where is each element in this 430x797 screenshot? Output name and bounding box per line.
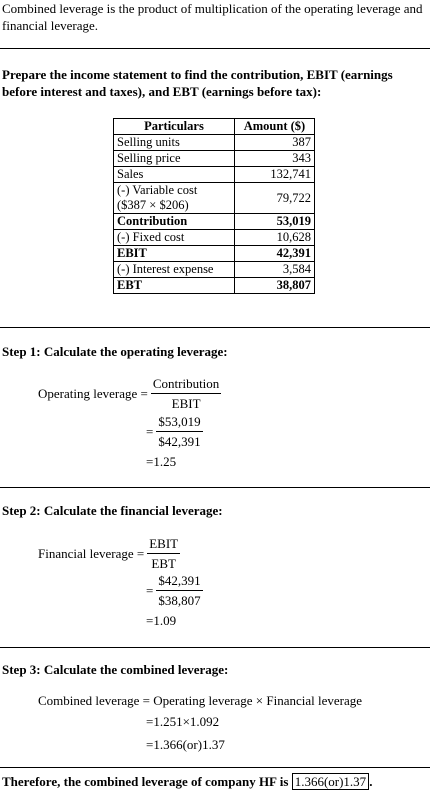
- denominator: EBIT: [171, 396, 201, 411]
- amount-cell: 343: [233, 150, 316, 167]
- row-label: (-) Variable cost: [117, 183, 198, 197]
- row-note: ($387 × $206): [117, 198, 189, 212]
- row-label: EBT: [117, 278, 143, 292]
- divider: [0, 647, 430, 648]
- table-row: Sales 132,741: [113, 166, 316, 183]
- row-label: Contribution: [117, 214, 188, 228]
- denominator: $42,391: [158, 434, 201, 449]
- label-cell: EBIT: [113, 245, 235, 262]
- denominator: EBT: [151, 556, 176, 571]
- fraction: EBIT EBT: [147, 536, 181, 572]
- label-cell: Selling price: [113, 150, 235, 167]
- amount-cell: 387: [233, 134, 316, 151]
- amount-cell: 42,391: [233, 245, 316, 262]
- table-row: Selling price 343: [113, 150, 316, 167]
- label-cell: Selling units: [113, 134, 235, 151]
- divider: [0, 487, 430, 488]
- amount-cell: 53,019: [233, 213, 316, 230]
- label-cell: Contribution: [113, 213, 235, 230]
- header-cell: Particulars: [113, 118, 235, 135]
- answer-box: 1.366(or)1.37: [291, 773, 370, 790]
- amount-cell: 38,807: [233, 277, 316, 294]
- numerator: $53,019: [156, 414, 203, 432]
- punctuation: .: [369, 774, 373, 789]
- label-cell: (-) Fixed cost: [113, 229, 235, 246]
- divider: [0, 48, 430, 49]
- equation: Operating leverage = Contribution EBIT: [38, 376, 222, 412]
- table-row: EBIT 42,391: [113, 245, 316, 262]
- intro: Combined leverage is the product of mult…: [2, 1, 423, 33]
- label-cell: (-) Interest expense: [113, 261, 235, 278]
- row-label: Selling price: [117, 151, 181, 165]
- amount-cell: 3,584: [233, 261, 316, 278]
- divider: [0, 767, 430, 768]
- header-cell: Amount ($): [233, 118, 316, 135]
- label-cell: EBT: [113, 277, 235, 294]
- header-row: Particulars Amount ($): [113, 118, 316, 135]
- row-label: Sales: [117, 167, 144, 181]
- fraction: Contribution EBIT: [150, 376, 222, 412]
- label-cell: (-) Variable cost ($387 × $206): [113, 182, 235, 214]
- conclusion-text: Therefore, the combined leverage of comp…: [2, 774, 289, 789]
- step-heading: Step 3: Calculate the combined leverage:: [2, 662, 229, 677]
- amount-cell: 79,722: [233, 182, 316, 214]
- table-body: Selling units 387 Selling price 343 Sales 132…: [113, 134, 316, 294]
- table-row: EBT 38,807: [113, 277, 316, 294]
- step-heading: Step 1: Calculate the operating leverage…: [2, 344, 228, 359]
- row-label: (-) Interest expense: [117, 262, 214, 276]
- label-cell: Sales: [113, 166, 235, 183]
- conclusion: Therefore, the combined leverage of comp…: [2, 773, 373, 790]
- numerator: Contribution: [150, 376, 222, 394]
- table-row: (-) Variable cost ($387 × $206) 79,722: [113, 182, 316, 214]
- equals: =: [146, 583, 154, 598]
- equation-line: =1.251×1.092: [146, 714, 220, 729]
- numerator: $42,391: [156, 573, 203, 591]
- numerator: EBIT: [147, 536, 181, 554]
- step-heading: Step 2: Calculate the financial leverage…: [2, 503, 223, 518]
- fraction: $53,019 $42,391: [156, 414, 203, 450]
- equation: Financial leverage = EBIT EBT: [38, 536, 181, 572]
- table-row: (-) Fixed cost 10,628: [113, 229, 316, 246]
- row-label: Selling units: [117, 135, 180, 149]
- amount-cell: 10,628: [233, 229, 316, 246]
- lhs: Operating leverage =: [38, 386, 148, 401]
- result: =1.09: [146, 613, 177, 628]
- fraction: $42,391 $38,807: [156, 573, 203, 609]
- instruction: Prepare the income statement to find the…: [2, 67, 393, 99]
- table-row: (-) Interest expense 3,584: [113, 261, 316, 278]
- equation-line: =1.366(or)1.37: [146, 737, 225, 752]
- equation-line: Combined leverage = Operating leverage ×…: [38, 693, 362, 708]
- lhs: Financial leverage =: [38, 546, 145, 561]
- divider: [0, 327, 430, 328]
- equation: = $42,391 $38,807: [146, 573, 203, 609]
- amount-cell: 132,741: [233, 166, 316, 183]
- equals: =: [146, 424, 154, 439]
- row-label: (-) Fixed cost: [117, 230, 185, 244]
- equation: = $53,019 $42,391: [146, 414, 203, 450]
- income-statement: Particulars Amount ($) Selling units 387 S…: [113, 118, 316, 294]
- table-row: Selling units 387: [113, 134, 316, 151]
- result: =1.25: [146, 454, 177, 469]
- table-row: Contribution 53,019: [113, 213, 316, 230]
- row-label: EBIT: [117, 246, 147, 260]
- denominator: $38,807: [158, 593, 201, 608]
